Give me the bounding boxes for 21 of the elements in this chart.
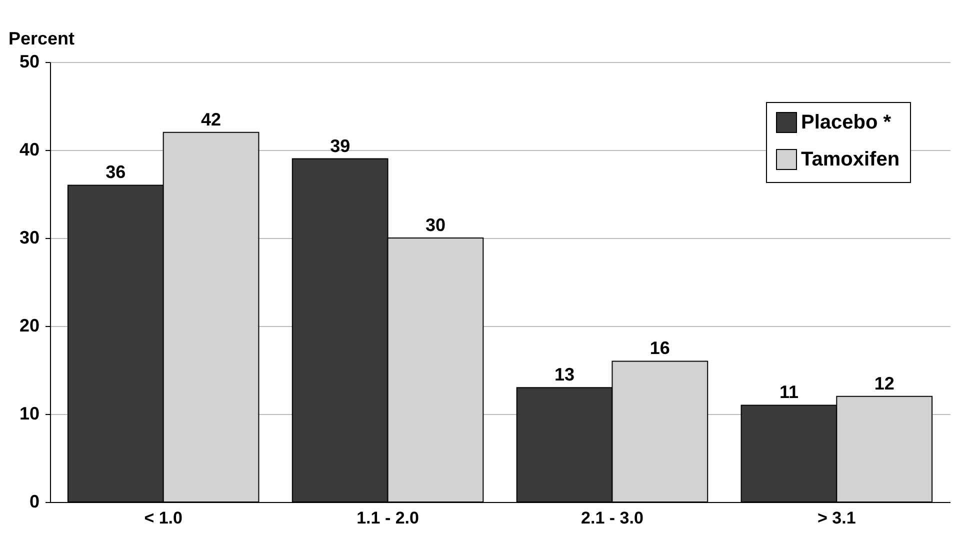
x-tick-label: 2.1 - 3.0: [581, 508, 644, 528]
data-label: 36: [106, 162, 126, 182]
data-label: 13: [554, 364, 575, 385]
data-label: 11: [779, 382, 798, 402]
y-tick-label: 20: [19, 316, 40, 336]
x-tick-label: 1.1 - 2.0: [356, 508, 419, 528]
data-label: 30: [425, 215, 446, 235]
y-tick-label: 0: [29, 492, 40, 512]
y-tick-label: 30: [19, 228, 40, 248]
legend-label: Placebo *: [801, 112, 892, 134]
x-tick-label: < 1.0: [144, 508, 182, 528]
legend-label: Tamoxifen: [801, 148, 900, 170]
data-label: 12: [874, 373, 894, 394]
x-tick-label: > 3.1: [818, 508, 856, 528]
y-tick-label: 50: [19, 52, 40, 72]
y-tick-label: 10: [19, 404, 40, 424]
data-label: 16: [650, 338, 670, 358]
y-axis-title: Percent: [8, 28, 75, 48]
data-label: 42: [201, 109, 222, 130]
data-label: 39: [330, 136, 350, 156]
y-tick-label: 40: [19, 140, 40, 160]
